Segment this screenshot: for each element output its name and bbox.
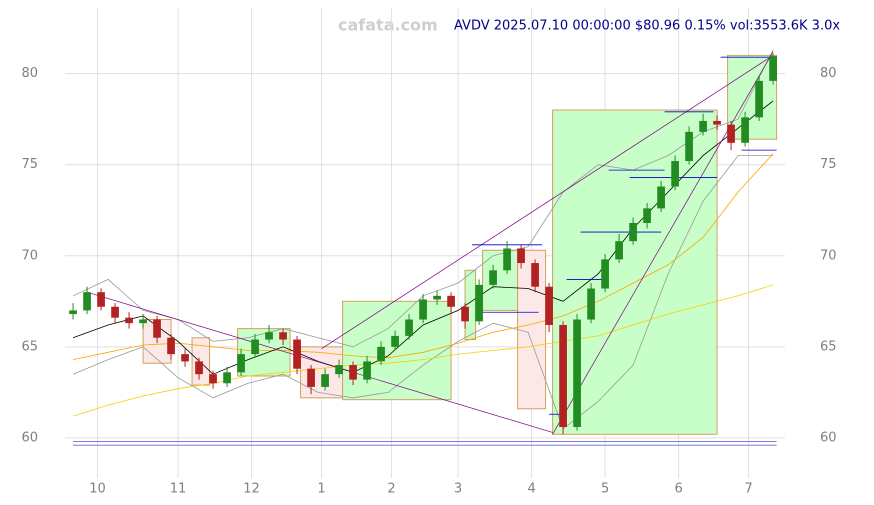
candle-body (769, 56, 777, 81)
candle-body (181, 354, 189, 362)
zone-box (342, 300, 452, 401)
y-tick-label-right: 70 (820, 248, 837, 263)
candle-body (97, 292, 105, 307)
candle-body (293, 339, 301, 369)
candle-body (545, 286, 553, 325)
x-tick-label: 12 (243, 482, 260, 497)
candle-body (111, 306, 119, 318)
candle-body (433, 295, 441, 300)
candle-body (307, 368, 315, 387)
y-tick-label: 65 (21, 339, 38, 354)
candle-body (223, 372, 231, 384)
indicator-line (72, 284, 774, 417)
candle-body (587, 288, 595, 320)
candle-body (167, 337, 175, 355)
y-tick-label: 60 (21, 430, 38, 445)
candle-body (559, 324, 567, 427)
candle-body (615, 241, 623, 260)
candle-body (475, 284, 483, 322)
candle-body (629, 222, 637, 242)
candle-body (671, 161, 679, 187)
candle-body (279, 332, 287, 340)
candle-body (405, 319, 413, 336)
candle-body (489, 270, 497, 285)
candle-body (447, 295, 455, 307)
x-tick-label: 3 (454, 482, 462, 497)
candle-body (741, 117, 749, 143)
candle-body (601, 259, 609, 289)
candle-body (363, 361, 371, 380)
x-tick-label: 11 (170, 482, 187, 497)
y-tick-label-right: 60 (820, 430, 837, 445)
indicator-line (73, 153, 774, 360)
trend-line (552, 51, 774, 435)
x-tick-label: 5 (601, 482, 609, 497)
x-tick-label: 4 (527, 482, 535, 497)
candle-body (531, 263, 539, 287)
candle-body (83, 292, 91, 311)
candle-body (573, 319, 581, 427)
watermark: cafata.com (338, 16, 438, 35)
candle-body (195, 361, 203, 375)
candle-body (391, 335, 399, 347)
candle-body (251, 339, 259, 355)
candle-body (699, 120, 707, 132)
indicator-line (72, 100, 774, 375)
candle-body (139, 319, 147, 324)
y-tick-label: 80 (21, 66, 38, 81)
y-tick-label: 70 (21, 248, 38, 263)
x-tick-label: 6 (674, 482, 682, 497)
candle-body (209, 374, 217, 384)
candle-body (265, 332, 273, 340)
candle-body (335, 365, 343, 375)
candle-body (713, 120, 721, 125)
candle-body (503, 248, 511, 271)
y-tick-label-right: 65 (820, 339, 837, 354)
candle-body (755, 80, 763, 118)
x-tick-label: 7 (744, 482, 752, 497)
candle-body (377, 346, 385, 362)
candle-body (461, 306, 469, 322)
candle-body (349, 365, 357, 380)
trend-line (321, 55, 774, 349)
trend-line (86, 291, 553, 433)
candle-body (643, 208, 651, 223)
chart-title: AVDV 2025.07.10 00:00:00 $80.96 0.15% vo… (454, 19, 840, 34)
candle-body (125, 317, 133, 324)
x-tick-label: 2 (387, 482, 395, 497)
y-tick-label: 75 (21, 157, 38, 172)
y-tick-label-right: 75 (820, 157, 837, 172)
candle-body (237, 354, 245, 373)
y-tick-label-right: 80 (820, 66, 837, 81)
candle-body (517, 248, 525, 264)
x-tick-label: 1 (317, 482, 325, 497)
indicator-line (72, 155, 774, 430)
candle-body (153, 319, 161, 338)
candle-body (69, 310, 77, 315)
candle-body (419, 299, 427, 320)
candle-body (685, 131, 693, 162)
x-tick-label: 10 (89, 482, 106, 497)
zone-box (482, 249, 519, 311)
candle-body (321, 374, 329, 387)
candle-body (727, 124, 735, 143)
candle-body (657, 186, 665, 209)
